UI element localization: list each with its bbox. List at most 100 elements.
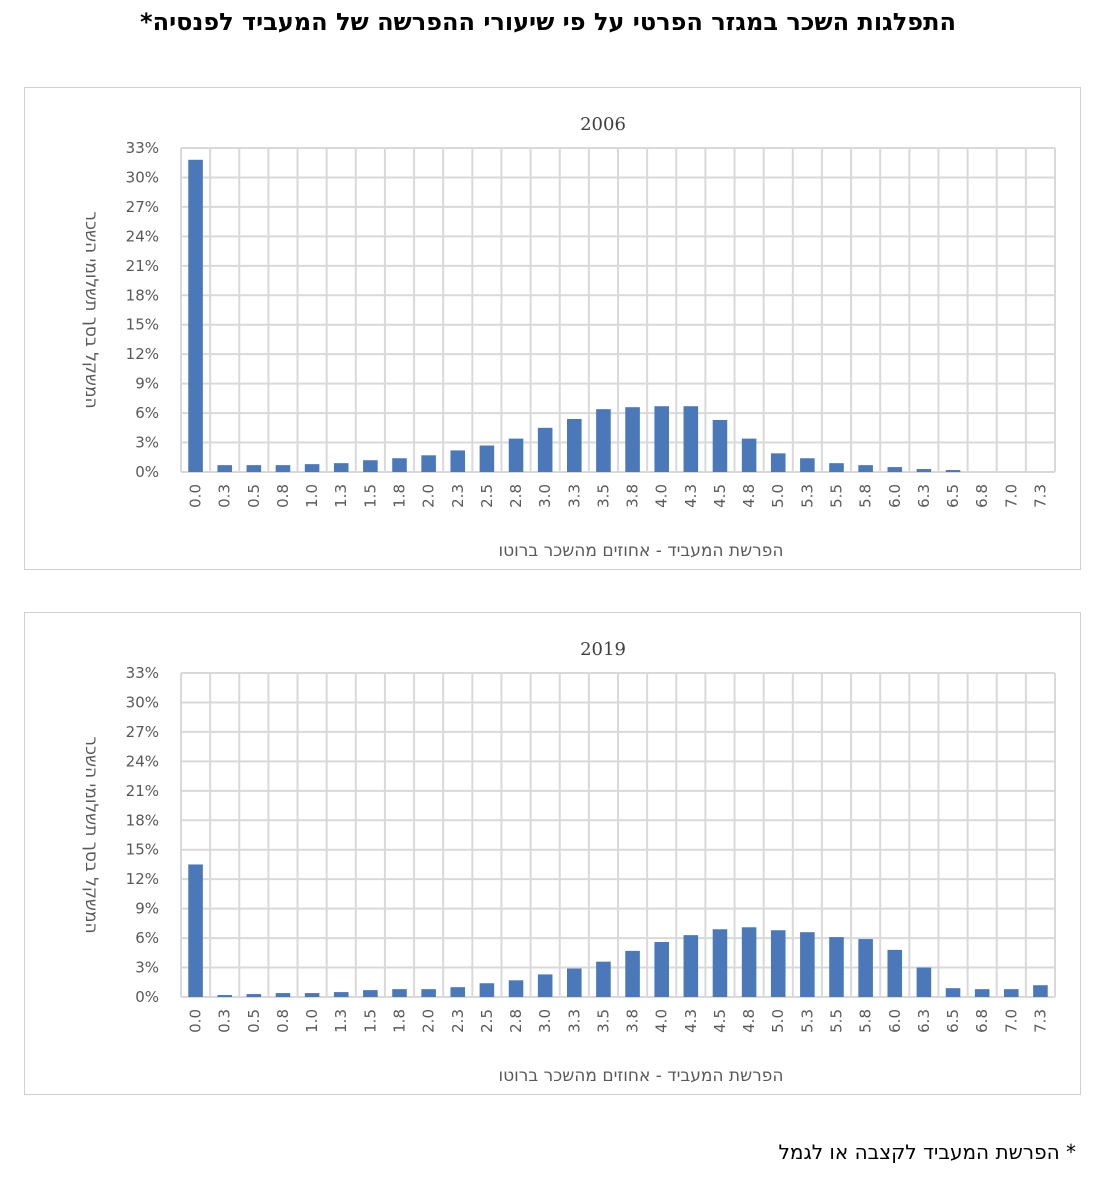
x-tick-label: 5.5 — [828, 484, 846, 508]
x-tick-label: 5.0 — [769, 484, 787, 508]
x-tick-label: 7.3 — [1031, 484, 1049, 508]
x-tick-label: 4.3 — [682, 484, 700, 508]
y-tick-label: 30% — [126, 693, 159, 711]
x-tick-label: 6.3 — [915, 1009, 933, 1033]
x-tick-label: 2.5 — [478, 1009, 496, 1033]
x-tick-label: 0.5 — [245, 484, 263, 508]
bar — [741, 927, 757, 997]
bar — [363, 460, 378, 472]
x-tick-label: 5.5 — [828, 1009, 846, 1033]
y-tick-label: 27% — [126, 723, 159, 741]
chart-2019: 2019 0% 3% 6% 9% 12% 15% 18% 21% 24% 27% 30% 33% 0.0 0… — [24, 612, 1081, 1095]
x-tick-label: 3.8 — [624, 1009, 642, 1033]
chart-2019-svg: 2019 0% 3% 6% 9% 12% 15% 18% 21% 24% 27% 30% 33% 0.0 0… — [81, 639, 1056, 1086]
x-tick-label: 3.3 — [565, 1009, 583, 1033]
bar — [508, 438, 524, 472]
x-tick-label: 4.3 — [682, 1009, 700, 1033]
bar — [654, 406, 669, 472]
x-axis-label: הפרשת המעביד - אחוזים מהשכר ברוטו — [499, 1066, 784, 1086]
bar — [945, 988, 961, 997]
x-tick-label: 0.8 — [274, 1009, 292, 1033]
x-tick-label: 4.8 — [740, 1009, 758, 1033]
page-title: התפלגות השכר במגזר הפרטי על פי שיעורי הה… — [140, 8, 956, 36]
x-tick-label: 0.5 — [245, 1009, 263, 1033]
x-tick-label: 1.8 — [391, 484, 409, 508]
bar — [304, 993, 320, 997]
x-tick-label: 5.3 — [798, 1009, 816, 1033]
bar — [858, 939, 873, 997]
x-tick-label: 1.0 — [303, 1009, 321, 1033]
x-tick-label: 6.0 — [886, 1009, 904, 1033]
bar — [188, 159, 203, 473]
bar — [916, 469, 932, 472]
bar — [567, 418, 582, 472]
x-tick-label: 6.5 — [944, 484, 962, 508]
x-tick-label: 1.3 — [332, 484, 350, 508]
y-tick-label: 30% — [126, 168, 159, 186]
x-tick-label: 6.8 — [973, 484, 991, 508]
y-axis-label: המשקל בסך תשלומי השכר — [81, 736, 101, 933]
x-tick-label: 2.3 — [449, 484, 467, 508]
y-tick-label: 21% — [126, 782, 159, 800]
bar — [858, 465, 873, 472]
chart-title: 2019 — [580, 639, 626, 660]
x-tick-label: 0.0 — [187, 1009, 205, 1033]
bar — [770, 453, 786, 472]
bar — [829, 937, 844, 997]
x-tick-label: 0.8 — [274, 484, 292, 508]
y-tick-label: 24% — [126, 227, 159, 245]
x-tick-label: 2.8 — [507, 1009, 525, 1033]
bar — [537, 427, 553, 472]
bar — [450, 450, 466, 472]
x-tick-label: 6.5 — [944, 1009, 962, 1033]
y-axis-label: המשקל בסך תשלומי השכר — [81, 211, 101, 408]
x-axis-label: הפרשת המעביד - אחוזים מהשכר ברוטו — [499, 541, 784, 561]
x-tick-label: 2.5 — [478, 484, 496, 508]
x-tick-label: 4.5 — [711, 484, 729, 508]
y-tick-label: 12% — [126, 870, 159, 888]
x-tick-label: 5.3 — [798, 484, 816, 508]
x-tick-label: 5.8 — [857, 484, 875, 508]
bar — [275, 465, 291, 472]
y-tick-label: 33% — [126, 664, 159, 682]
x-tick-label: 1.3 — [332, 1009, 350, 1033]
x-tick-label: 2.0 — [420, 484, 438, 508]
chart-2006-svg: 2006 0% 3% 6% 9% 12% 15% 18% 21% 24% 27% 30% 33% 0.0 0… — [81, 114, 1056, 561]
bar — [275, 993, 291, 997]
x-tick-label: 0.3 — [216, 484, 234, 508]
x-tick-label: 7.3 — [1031, 1009, 1049, 1033]
bar — [1033, 985, 1048, 997]
x-tick-label: 0.0 — [187, 484, 205, 508]
x-tick-label: 6.3 — [915, 484, 933, 508]
x-tick-label: 3.5 — [594, 1009, 612, 1033]
x-tick-label: 3.3 — [565, 484, 583, 508]
x-tick-label: 2.0 — [420, 1009, 438, 1033]
y-tick-label: 6% — [135, 404, 159, 422]
x-tick-label: 3.5 — [594, 484, 612, 508]
bar — [567, 968, 582, 997]
bar — [1004, 989, 1019, 997]
y-tick-label: 15% — [126, 316, 159, 334]
y-tick-label: 0% — [135, 463, 159, 481]
x-tick-label: 2.8 — [507, 484, 525, 508]
bar — [683, 406, 699, 472]
bar — [887, 467, 903, 472]
x-tick-label: 3.0 — [536, 484, 554, 508]
bar — [246, 465, 262, 472]
y-tick-label: 9% — [135, 375, 159, 393]
bar — [596, 409, 611, 472]
y-tick-label: 24% — [126, 752, 159, 770]
x-tick-label: 7.0 — [1002, 484, 1020, 508]
x-tick-label: 1.5 — [361, 484, 379, 508]
x-tick-label: 4.5 — [711, 1009, 729, 1033]
y-tick-label: 0% — [135, 988, 159, 1006]
bar — [450, 987, 466, 997]
y-tick-label: 6% — [135, 929, 159, 947]
bar — [945, 470, 961, 472]
y-tick-label: 27% — [126, 198, 159, 216]
bar — [304, 464, 320, 472]
x-tick-label: 4.0 — [653, 484, 671, 508]
x-tick-label: 1.8 — [391, 1009, 409, 1033]
x-tick-label: 4.0 — [653, 1009, 671, 1033]
bar — [479, 983, 495, 997]
